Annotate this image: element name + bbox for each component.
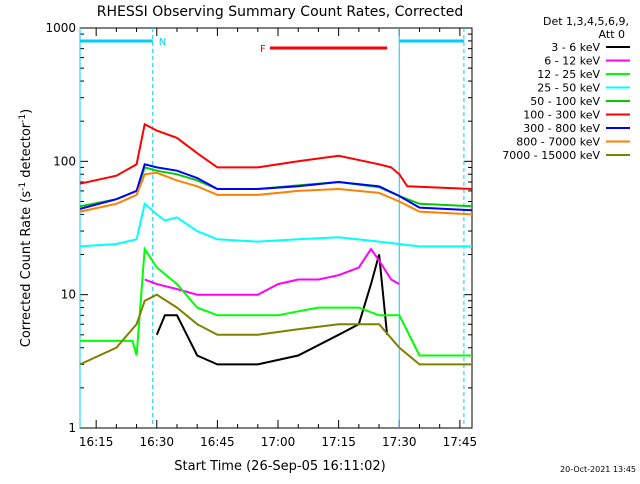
- legend-label: 25 - 50 keV: [537, 82, 600, 95]
- y-tick-label: 10: [61, 288, 76, 302]
- x-tick-label: 16:45: [200, 435, 235, 449]
- series-line: [79, 171, 473, 216]
- series-line: [80, 245, 472, 357]
- legend-label: 7000 - 15000 keV: [502, 149, 600, 162]
- legend-label: 3 - 6 keV: [551, 41, 600, 54]
- x-tick-label: 17:15: [321, 435, 356, 449]
- y-tick-label: 1000: [45, 21, 76, 35]
- y-tick-label: 100: [53, 154, 76, 168]
- series-line: [79, 122, 473, 190]
- y-label-superscript: -1: [18, 114, 28, 123]
- legend-label: 300 - 800 keV: [523, 122, 600, 135]
- x-tick-label: 17:45: [443, 435, 478, 449]
- y-label-superscript: -1: [18, 182, 28, 191]
- x-tick-label: 17:30: [382, 435, 417, 449]
- legend-label: 50 - 100 keV: [530, 95, 600, 108]
- legend-label: 12 - 25 keV: [537, 68, 600, 81]
- y-axis-label: Corrected Count Rate (s-1 detector-1): [18, 109, 34, 347]
- x-tick-label: 16:15: [79, 435, 114, 449]
- y-tick-label: 1: [68, 421, 76, 435]
- x-axis-label: Start Time (26-Sep-05 16:11:02): [174, 459, 385, 474]
- annotation-label: F: [260, 44, 266, 55]
- y-label-part: detector: [19, 122, 34, 182]
- series-line: [79, 163, 473, 212]
- series-line: [79, 201, 472, 248]
- chart-title: RHESSI Observing Summary Count Rates, Co…: [97, 4, 463, 20]
- y-label-part: Corrected Count Rate (s: [19, 191, 34, 348]
- legend-label: 800 - 7000 keV: [516, 136, 600, 149]
- series-line: [155, 254, 389, 366]
- x-tick-label: 16:30: [139, 435, 174, 449]
- y-label-part: ): [19, 109, 34, 114]
- legend-header-line: Att 0: [599, 28, 625, 41]
- legend-label: 6 - 12 keV: [544, 55, 600, 68]
- legend-label: 100 - 300 keV: [523, 109, 600, 122]
- annotation-label: N: [159, 37, 166, 48]
- x-tick-label: 17:00: [261, 435, 296, 449]
- legend-header-line: Det 1,3,4,5,6,9,: [543, 15, 629, 28]
- series-line: [79, 293, 472, 366]
- series-line: [144, 247, 400, 296]
- footer-date: 20-Oct-2021 13:45: [560, 465, 636, 474]
